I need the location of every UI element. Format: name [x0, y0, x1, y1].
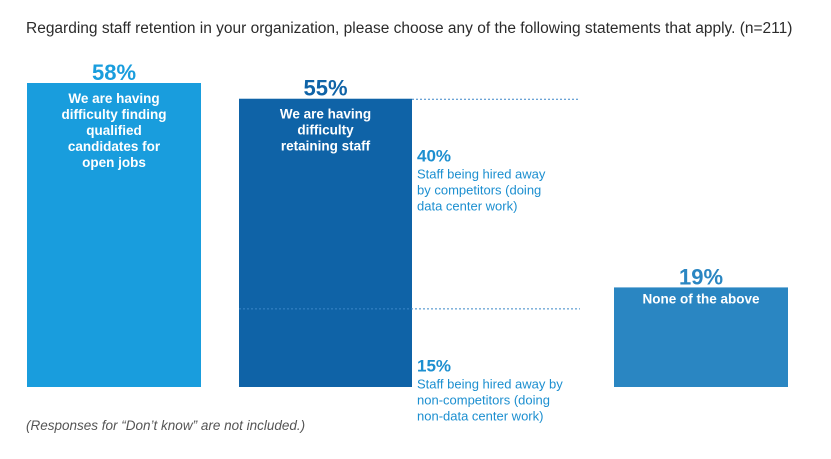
bar-1-text-line: candidates for — [68, 139, 161, 154]
bar-1-text-line: We are having — [68, 91, 159, 106]
bar-1-text-line: difficulty finding — [62, 107, 167, 122]
bar-2-text-line: difficulty — [297, 123, 354, 138]
bar-1 — [27, 83, 201, 387]
breakdown-1-value-label: 40% — [417, 147, 451, 166]
bar-2-text-line: We are having — [280, 107, 371, 122]
chart-title: Regarding staff retention in your organi… — [26, 20, 793, 37]
breakdown-1-text-line: data center work) — [417, 199, 517, 214]
breakdown-2-text-line: non-competitors (doing — [417, 392, 550, 407]
bar-2 — [239, 98, 412, 388]
bar-3-value-label: 19% — [679, 264, 723, 289]
breakdown-2-text-line: Staff being hired away by — [417, 376, 563, 391]
bar-3 — [614, 287, 788, 387]
bar-1-text-line: open jobs — [82, 155, 146, 170]
breakdown-1-text-line: by competitors (doing — [417, 183, 541, 198]
footnote: (Responses for “Don’t know” are not incl… — [26, 418, 306, 433]
bar-1-value-label: 58% — [92, 60, 136, 85]
bar-2-value-label: 55% — [303, 76, 347, 101]
breakdown-2-value-label: 15% — [417, 356, 451, 375]
bar-1-text-line: qualified — [86, 123, 142, 138]
bar-2-text-line: retaining staff — [281, 139, 371, 154]
breakdown-1-text-line: Staff being hired away — [417, 167, 546, 182]
bar-3-text-line: None of the above — [642, 291, 760, 306]
breakdown-2-text-line: non-data center work) — [417, 408, 543, 423]
